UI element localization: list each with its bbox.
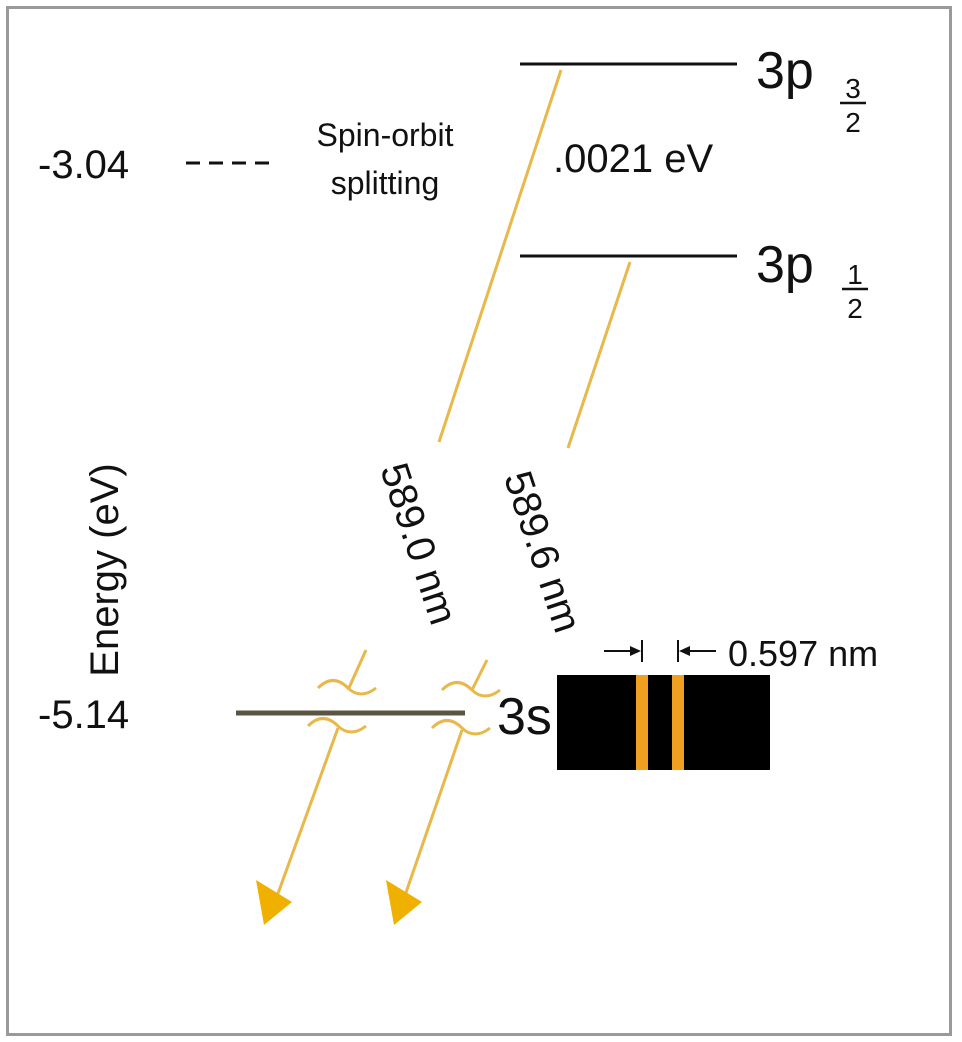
level-term: 3s <box>497 688 552 746</box>
level-3p-3-2-label: 3p 3 2 <box>756 42 866 138</box>
wavy-break-icon <box>430 719 491 736</box>
arrowhead-icon <box>630 646 641 656</box>
arrowhead-icon <box>386 880 422 925</box>
wavy-break-icon <box>440 681 501 698</box>
splitting-value: .0021 eV <box>553 137 713 181</box>
spectral-line-589-6 <box>672 675 684 770</box>
upper-energy-value: -3.04 <box>38 143 129 187</box>
spectrum-background <box>557 675 770 770</box>
level-term: 3p <box>756 42 814 100</box>
lower-energy-value: -5.14 <box>38 693 129 737</box>
spectral-line-589-0 <box>636 675 648 770</box>
separation-label: 0.597 nm <box>728 633 878 674</box>
transition-wavelength-label: 589.0 nm <box>371 458 465 630</box>
transition-wavelength-label: 589.6 nm <box>495 466 589 638</box>
arrowhead-icon <box>256 880 292 925</box>
level-j-numerator: 3 <box>845 73 861 104</box>
level-j-denominator: 2 <box>845 107 861 138</box>
splitting-label-line2: splitting <box>331 165 440 201</box>
level-term: 3p <box>756 236 814 294</box>
spectrum-doublet: 0.597 nm <box>557 633 878 770</box>
splitting-label-line1: Spin-orbit <box>317 117 454 153</box>
arrowhead-icon <box>679 646 690 656</box>
wavy-break-icon <box>306 717 367 734</box>
level-3p-1-2-label: 3p 1 2 <box>756 236 868 324</box>
level-j-numerator: 1 <box>847 259 863 290</box>
wavy-break-icon <box>316 679 377 696</box>
energy-axis-label: Energy (eV) <box>83 463 127 676</box>
level-j-denominator: 2 <box>847 293 863 324</box>
diagram-frame <box>6 6 952 1036</box>
